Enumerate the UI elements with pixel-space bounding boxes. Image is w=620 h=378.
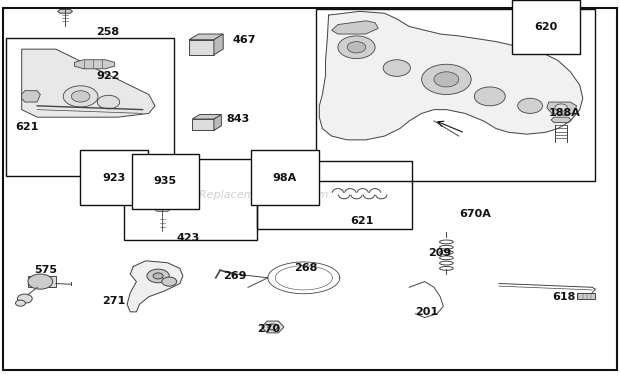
Polygon shape: [22, 49, 155, 117]
Polygon shape: [192, 119, 214, 130]
Polygon shape: [551, 117, 571, 122]
Text: 621: 621: [350, 216, 374, 226]
Polygon shape: [332, 21, 378, 34]
Circle shape: [347, 42, 366, 53]
Circle shape: [518, 98, 542, 113]
Text: 423: 423: [177, 233, 200, 243]
Polygon shape: [214, 34, 223, 55]
Text: 201: 201: [415, 307, 438, 317]
Bar: [6, 38, 174, 176]
Circle shape: [268, 324, 278, 330]
Bar: [316, 9, 595, 181]
Circle shape: [555, 104, 567, 112]
Circle shape: [17, 294, 32, 303]
Text: 922: 922: [96, 71, 120, 81]
Text: 843: 843: [226, 114, 249, 124]
Text: 258: 258: [96, 27, 119, 37]
Circle shape: [474, 87, 505, 106]
Bar: [577, 293, 595, 299]
Polygon shape: [214, 115, 221, 130]
Bar: [28, 276, 56, 287]
Circle shape: [162, 277, 177, 286]
Polygon shape: [58, 9, 73, 13]
Text: 268: 268: [294, 263, 318, 273]
Circle shape: [71, 91, 90, 102]
Circle shape: [383, 60, 410, 76]
Text: 620: 620: [534, 22, 557, 32]
Text: 98A: 98A: [273, 173, 297, 183]
Text: 621: 621: [16, 122, 39, 132]
Bar: [257, 161, 412, 229]
Circle shape: [422, 64, 471, 94]
Text: 270: 270: [257, 324, 280, 334]
Polygon shape: [127, 261, 183, 312]
Polygon shape: [74, 60, 115, 69]
Polygon shape: [133, 161, 158, 174]
Circle shape: [147, 269, 169, 283]
Circle shape: [63, 86, 98, 107]
Polygon shape: [189, 40, 214, 55]
Text: 575: 575: [34, 265, 57, 275]
Bar: [124, 159, 257, 240]
Polygon shape: [22, 91, 40, 102]
Text: 618: 618: [552, 292, 575, 302]
Circle shape: [28, 274, 53, 289]
Polygon shape: [192, 115, 221, 119]
Text: 923: 923: [102, 173, 125, 183]
Circle shape: [338, 36, 375, 59]
Text: 269: 269: [223, 271, 247, 281]
Circle shape: [434, 72, 459, 87]
Circle shape: [16, 300, 25, 306]
Text: 209: 209: [428, 248, 451, 258]
Text: 271: 271: [102, 296, 125, 305]
Text: eReplacementParts.com: eReplacementParts.com: [192, 190, 329, 200]
Text: 188A: 188A: [549, 108, 580, 118]
Text: 670A: 670A: [459, 209, 490, 218]
Polygon shape: [155, 208, 170, 212]
Polygon shape: [319, 11, 583, 140]
Polygon shape: [547, 102, 577, 115]
Text: 935: 935: [154, 177, 177, 186]
Text: 467: 467: [232, 35, 256, 45]
Circle shape: [97, 95, 120, 109]
Polygon shape: [189, 34, 223, 40]
Circle shape: [153, 273, 163, 279]
Circle shape: [140, 163, 152, 171]
